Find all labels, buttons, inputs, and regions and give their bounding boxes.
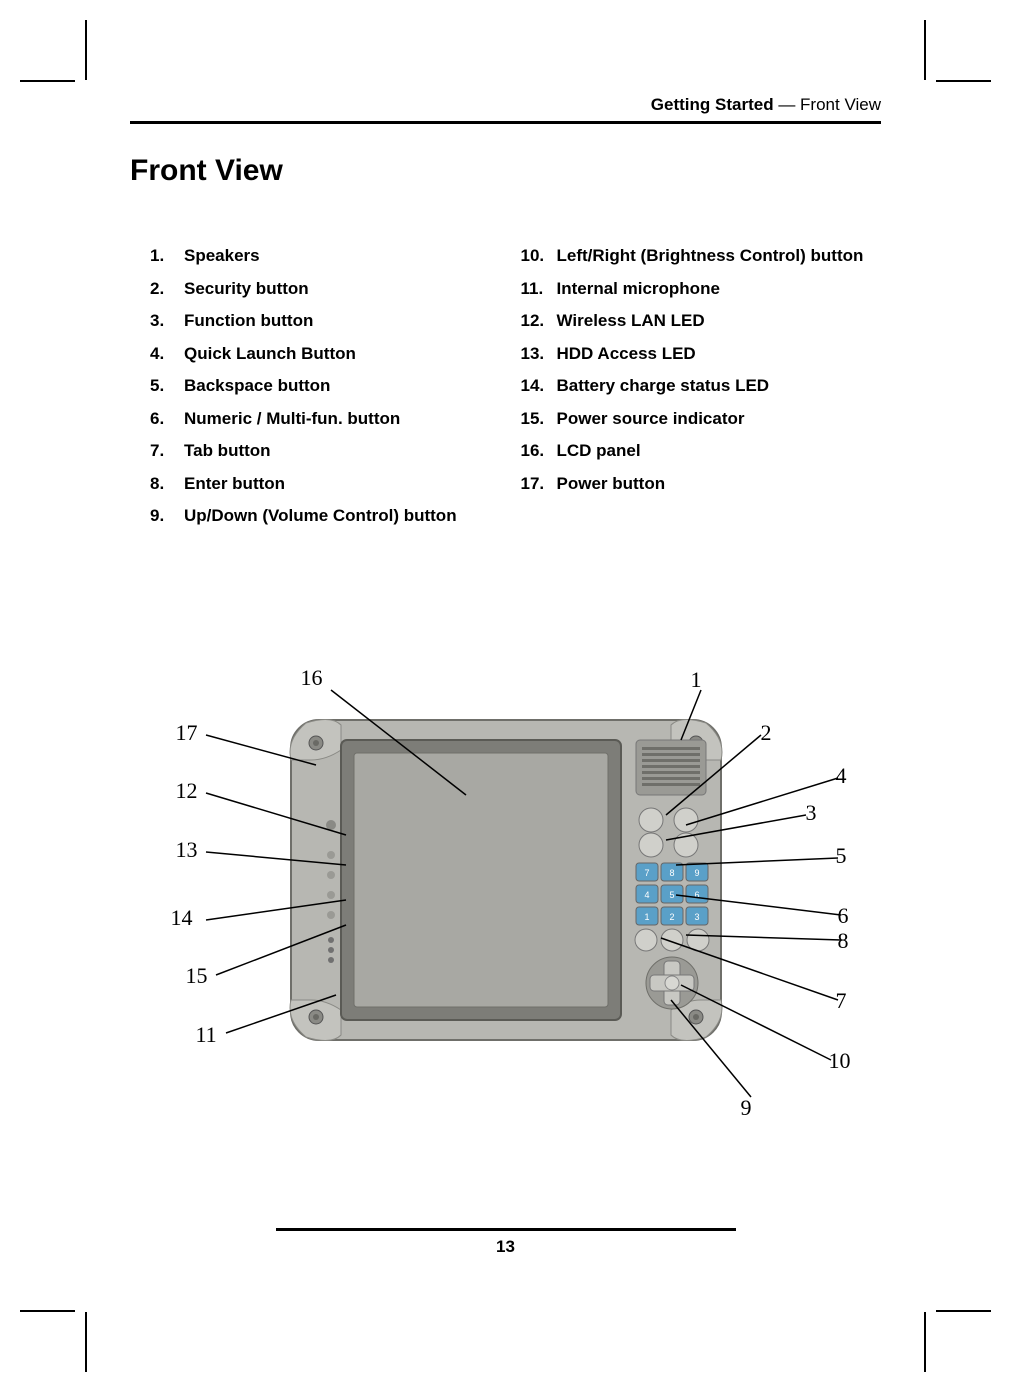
list-text: Quick Launch Button <box>184 341 356 367</box>
list-number: 9. <box>150 503 184 529</box>
list-text: Enter button <box>184 471 285 497</box>
list-item: 13.HDD Access LED <box>521 341 882 367</box>
list-item: 12.Wireless LAN LED <box>521 308 882 334</box>
list-number: 2. <box>150 276 184 302</box>
list-item: 15.Power source indicator <box>521 406 882 432</box>
list-text: Security button <box>184 276 309 302</box>
left-column: 1.Speakers2.Security button3.Function bu… <box>130 243 521 536</box>
diagram: 789 456 123 <box>146 665 866 1165</box>
list-text: Backspace button <box>184 373 330 399</box>
callout-14: 14 <box>171 905 193 931</box>
list-item: 2.Security button <box>150 276 511 302</box>
list-item: 14.Battery charge status LED <box>521 373 882 399</box>
running-head: Getting Started — Front View <box>130 95 881 124</box>
running-head-sep: — <box>774 95 800 114</box>
list-text: Power button <box>557 471 666 497</box>
callout-10: 10 <box>829 1048 851 1074</box>
list-item: 1.Speakers <box>150 243 511 269</box>
right-column: 10.Left/Right (Brightness Control) butto… <box>521 243 882 536</box>
callout-1: 1 <box>691 667 702 693</box>
list-item: 17.Power button <box>521 471 882 497</box>
list-number: 5. <box>150 373 184 399</box>
leader-lines <box>146 665 866 1165</box>
list-number: 11. <box>521 276 557 302</box>
list-item: 7.Tab button <box>150 438 511 464</box>
running-head-rest: Front View <box>800 95 881 114</box>
section-title: Front View <box>130 154 881 188</box>
page-content: Getting Started — Front View Front View … <box>130 95 881 1297</box>
list-text: Power source indicator <box>557 406 745 432</box>
list-text: Tab button <box>184 438 271 464</box>
page-number: 13 <box>496 1237 515 1256</box>
callout-4: 4 <box>836 763 847 789</box>
list-number: 12. <box>521 308 557 334</box>
list-number: 4. <box>150 341 184 367</box>
callout-16: 16 <box>301 665 323 691</box>
running-head-bold: Getting Started <box>651 95 774 114</box>
list-text: LCD panel <box>557 438 641 464</box>
callout-3: 3 <box>806 800 817 826</box>
list-text: Speakers <box>184 243 260 269</box>
list-item: 16.LCD panel <box>521 438 882 464</box>
list-item: 8.Enter button <box>150 471 511 497</box>
list-number: 3. <box>150 308 184 334</box>
list-text: Up/Down (Volume Control) button <box>184 503 457 529</box>
list-number: 13. <box>521 341 557 367</box>
callout-7: 7 <box>836 988 847 1014</box>
list-number: 17. <box>521 471 557 497</box>
list-text: Left/Right (Brightness Control) button <box>557 243 864 269</box>
list-item: 10.Left/Right (Brightness Control) butto… <box>521 243 882 269</box>
list-text: Wireless LAN LED <box>557 308 705 334</box>
callout-12: 12 <box>176 778 198 804</box>
list-item: 9.Up/Down (Volume Control) button <box>150 503 511 529</box>
list-number: 8. <box>150 471 184 497</box>
list-number: 1. <box>150 243 184 269</box>
list-number: 6. <box>150 406 184 432</box>
list-item: 6.Numeric / Multi-fun. button <box>150 406 511 432</box>
list-number: 16. <box>521 438 557 464</box>
list-number: 10. <box>521 243 557 269</box>
list-item: 11.Internal microphone <box>521 276 882 302</box>
callout-6: 6 <box>838 903 849 929</box>
callout-17: 17 <box>176 720 198 746</box>
list-text: HDD Access LED <box>557 341 696 367</box>
list-item: 3.Function button <box>150 308 511 334</box>
callout-15: 15 <box>186 963 208 989</box>
list-text: Battery charge status LED <box>557 373 770 399</box>
callout-9: 9 <box>741 1095 752 1121</box>
list-item: 4.Quick Launch Button <box>150 341 511 367</box>
feature-lists: 1.Speakers2.Security button3.Function bu… <box>130 243 881 536</box>
callout-5: 5 <box>836 843 847 869</box>
list-item: 5.Backspace button <box>150 373 511 399</box>
list-number: 7. <box>150 438 184 464</box>
list-text: Numeric / Multi-fun. button <box>184 406 400 432</box>
list-text: Internal microphone <box>557 276 720 302</box>
callout-2: 2 <box>761 720 772 746</box>
list-number: 14. <box>521 373 557 399</box>
list-text: Function button <box>184 308 313 334</box>
page-footer: 13 <box>276 1228 736 1257</box>
callout-13: 13 <box>176 837 198 863</box>
callout-11: 11 <box>196 1022 217 1048</box>
callout-8: 8 <box>838 928 849 954</box>
list-number: 15. <box>521 406 557 432</box>
